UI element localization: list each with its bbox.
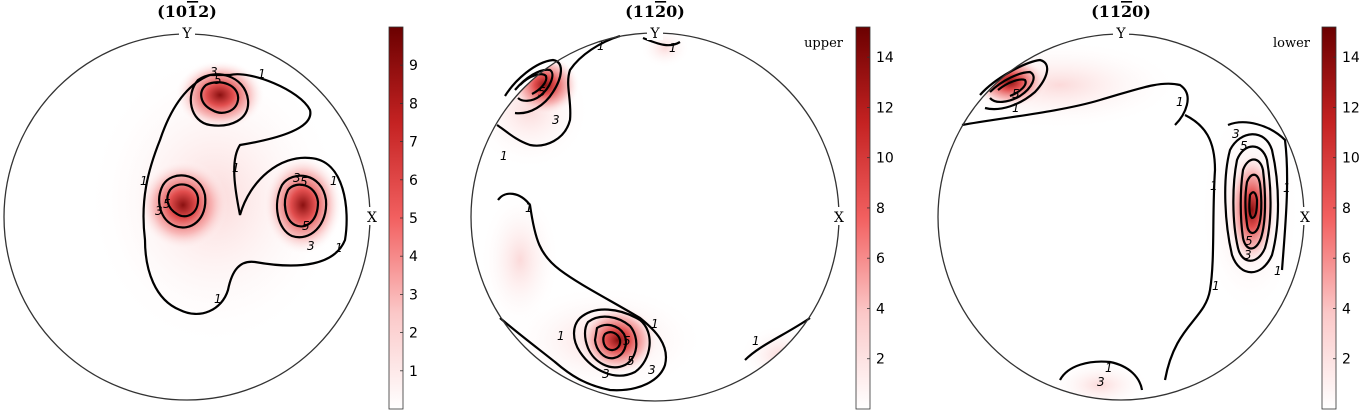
colorbar-tick-label: 2 bbox=[876, 352, 885, 368]
contour-label: 1 bbox=[1105, 361, 1113, 375]
contour-label: 1 bbox=[1210, 179, 1218, 193]
contour-label: 3 bbox=[1244, 248, 1252, 262]
colorbar-tick-label: 14 bbox=[1342, 50, 1360, 66]
contour-label: 3 bbox=[307, 239, 315, 253]
contour-label: 3 bbox=[648, 363, 656, 377]
contour-label: 1 bbox=[335, 241, 343, 255]
y-axis-label: Y bbox=[649, 26, 660, 42]
colorbar-tick-label: 10 bbox=[1342, 151, 1360, 167]
contour-label: 3 bbox=[1232, 127, 1240, 141]
contour-label: 5 bbox=[300, 175, 308, 189]
contour-label: 1 bbox=[140, 174, 148, 188]
contour-label: 1 bbox=[1212, 279, 1220, 293]
contour-label: 5 bbox=[214, 73, 222, 87]
contour-label: 5 bbox=[1240, 139, 1248, 153]
contour-label: 5 bbox=[538, 85, 546, 99]
contour-lines-2 bbox=[496, 34, 811, 392]
colorbar-2-gradient bbox=[855, 26, 871, 410]
colorbar-tick-label: 1 bbox=[409, 364, 418, 380]
contour-label: 1 bbox=[1012, 101, 1020, 115]
hemisphere-label: lower bbox=[1273, 36, 1311, 51]
x-axis-label: X bbox=[1300, 210, 1310, 226]
colorbar-tick-label: 2 bbox=[1342, 352, 1351, 368]
colorbar-tick-label: 4 bbox=[876, 301, 885, 317]
colorbar-tick-label: 10 bbox=[876, 151, 894, 167]
contour-label: 1 bbox=[232, 161, 240, 175]
contour-label: 3 bbox=[1097, 375, 1105, 389]
x-axis-label: X bbox=[367, 210, 377, 226]
pole-figure-1-title: (1012) bbox=[157, 2, 217, 21]
contour-label: 1 bbox=[597, 39, 605, 53]
contour-label: 3 bbox=[602, 367, 610, 381]
contour-label: 5 bbox=[1245, 234, 1253, 248]
colorbar-2: 2 4 6 8 10 12 14 bbox=[855, 26, 894, 410]
contour-label: 1 bbox=[1283, 181, 1291, 195]
colorbar-tick-label: 12 bbox=[1342, 100, 1360, 116]
colorbar-tick-label: 8 bbox=[409, 96, 418, 112]
contour-label: 5 bbox=[1012, 87, 1020, 101]
contour-label: 5 bbox=[627, 354, 635, 368]
colorbar-tick-label: 6 bbox=[876, 251, 885, 267]
contour-label: 1 bbox=[752, 334, 760, 348]
density-map-3 bbox=[940, 40, 1300, 400]
contour-lines-1 bbox=[142, 73, 348, 315]
x-axis-label: X bbox=[834, 210, 844, 226]
contour-label: 1 bbox=[214, 292, 222, 306]
contour-labels-3: 1 5 1 3 5 1 1 5 3 1 1 1 3 bbox=[1012, 87, 1291, 389]
contour-label: 1 bbox=[258, 67, 266, 81]
contour-label: 3 bbox=[293, 171, 301, 185]
y-axis-label: Y bbox=[181, 26, 192, 42]
colorbar-tick-label: 6 bbox=[409, 173, 418, 189]
contour-label: 1 bbox=[557, 329, 565, 343]
colorbar-3: 2 4 6 8 10 12 14 bbox=[1321, 26, 1360, 410]
colorbar-tick-label: 14 bbox=[876, 50, 894, 66]
contour-label: 3 bbox=[155, 204, 163, 218]
colorbar-tick-label: 7 bbox=[409, 135, 418, 151]
contour-label: 5 bbox=[623, 334, 631, 348]
hemisphere-label: upper bbox=[804, 36, 844, 51]
contour-label: 1 bbox=[651, 317, 659, 331]
contour-label: 5 bbox=[302, 219, 310, 233]
colorbar-1: 1 2 3 4 5 6 7 8 9 bbox=[388, 26, 418, 410]
colorbar-tick-label: 3 bbox=[409, 287, 418, 303]
contour-label: 1 bbox=[500, 149, 508, 163]
pole-figure-2-title: (1120) bbox=[625, 2, 685, 21]
pole-figure-1: (1012) 1 3 5 1 1 3 5 3 5 1 bbox=[3, 2, 380, 401]
contour-labels-2: 1 1 5 3 1 1 1 1 5 5 3 3 1 bbox=[500, 39, 760, 381]
colorbar-tick-label: 2 bbox=[409, 326, 418, 342]
contour-label: 3 bbox=[552, 113, 560, 127]
pole-figure-2: (1120) upper 1 1 5 bbox=[470, 2, 847, 402]
contour-label: 1 bbox=[1176, 95, 1184, 109]
contour-label: 5 bbox=[163, 197, 171, 211]
contour-label: 1 bbox=[330, 174, 338, 188]
pole-figure-3-title: (1120) bbox=[1091, 2, 1151, 21]
contour-lines-3 bbox=[961, 58, 1289, 391]
colorbar-tick-label: 6 bbox=[1342, 251, 1351, 267]
colorbar-tick-label: 5 bbox=[409, 211, 418, 227]
colorbar-tick-label: 4 bbox=[1342, 301, 1351, 317]
colorbar-tick-label: 12 bbox=[876, 100, 894, 116]
colorbar-tick-label: 9 bbox=[409, 58, 418, 74]
pole-figure-3: (1120) lower 1 5 1 3 bbox=[937, 2, 1313, 401]
contour-labels-1: 1 3 5 1 1 3 5 3 5 1 5 3 1 1 bbox=[140, 65, 343, 306]
contour-label: 1 bbox=[669, 41, 677, 55]
contour-label: 3 bbox=[210, 65, 218, 79]
contour-label: 1 bbox=[1274, 264, 1282, 278]
colorbar-tick-label: 8 bbox=[1342, 201, 1351, 217]
colorbar-tick-label: 8 bbox=[876, 201, 885, 217]
y-axis-label: Y bbox=[1115, 26, 1126, 42]
contour-label: 1 bbox=[525, 201, 533, 215]
colorbar-3-gradient bbox=[1321, 26, 1337, 410]
colorbar-tick-label: 4 bbox=[409, 249, 418, 265]
